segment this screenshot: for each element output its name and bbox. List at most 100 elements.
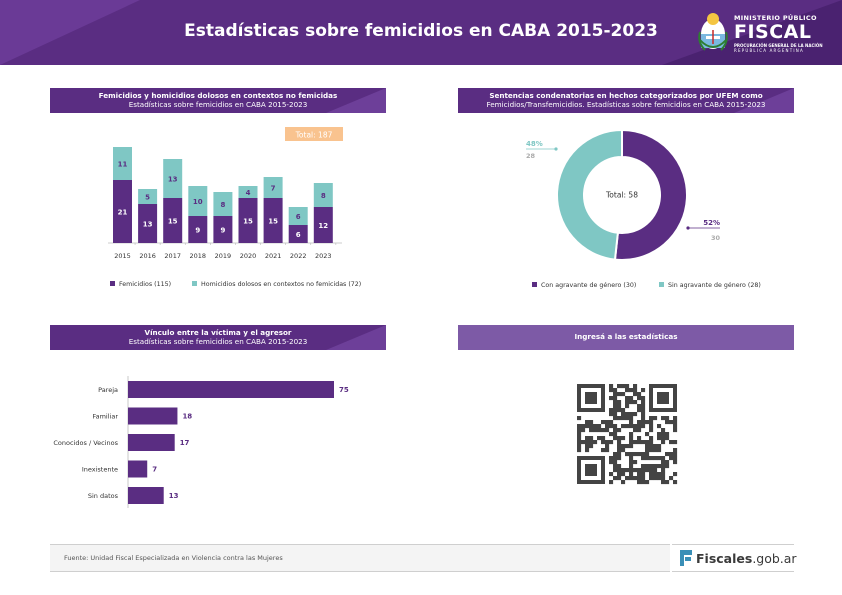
qr-module <box>617 476 622 481</box>
hbar <box>128 487 164 504</box>
donut-slice-sin-agravante <box>556 128 623 261</box>
data-label-femicidios: 15 <box>243 218 253 226</box>
qr-module <box>653 472 658 477</box>
legend-label-con: Con agravante de género (30) <box>541 281 636 289</box>
qr-module <box>613 396 618 401</box>
hbar-value-label: 17 <box>180 439 190 447</box>
bar-homicidios <box>163 159 183 198</box>
qr-module <box>581 440 586 445</box>
qr-module <box>649 420 654 425</box>
qr-module <box>657 476 662 481</box>
qr-module <box>601 436 606 441</box>
hbar-category-label: Sin datos <box>88 492 119 500</box>
bar-chart-subtitle: Estadísticas sobre femicidios en CABA 20… <box>128 99 308 109</box>
qr-module <box>653 476 658 481</box>
qr-module <box>641 440 646 445</box>
qr-module <box>673 448 678 453</box>
qr-module <box>577 424 582 429</box>
qr-module <box>641 412 646 417</box>
qr-code[interactable] <box>573 380 681 488</box>
qr-module <box>657 472 662 477</box>
qr-module <box>577 436 582 441</box>
x-tick-label: 2021 <box>265 252 282 260</box>
qr-module <box>629 432 634 437</box>
qr-module <box>621 468 626 473</box>
site-name: Fiscales <box>696 551 753 566</box>
qr-module <box>669 452 674 457</box>
qr-module <box>613 388 618 393</box>
logo-line-fiscal: FISCAL <box>734 21 812 43</box>
qr-module <box>613 436 618 441</box>
legend-swatch-sin <box>659 282 664 287</box>
data-label-homicidios: 11 <box>118 161 128 169</box>
qr-module <box>645 480 650 485</box>
qr-module <box>657 424 662 429</box>
qr-module <box>645 468 650 473</box>
qr-module <box>617 408 622 413</box>
bar-homicidios <box>263 177 283 198</box>
qr-module <box>637 472 642 477</box>
qr-section-header[interactable]: Ingresá a las estadísticas <box>458 325 794 350</box>
data-label-femicidios: 9 <box>220 227 225 235</box>
qr-module <box>585 420 590 425</box>
qr-module <box>617 452 622 457</box>
qr-module <box>673 452 678 457</box>
qr-module <box>577 428 582 433</box>
data-label-homicidios: 8 <box>220 201 225 209</box>
qr-module <box>649 440 654 445</box>
fiscales-link[interactable]: Fiscales.gob.ar <box>672 544 797 572</box>
qr-module <box>613 468 618 473</box>
header-decoration-right <box>662 0 842 65</box>
qr-module <box>629 440 634 445</box>
qr-module <box>609 472 614 477</box>
qr-module <box>645 456 650 461</box>
qr-module <box>633 412 638 417</box>
qr-module <box>621 444 626 449</box>
qr-module <box>617 404 622 409</box>
qr-module <box>597 428 602 433</box>
qr-module <box>673 416 678 421</box>
qr-module <box>657 436 662 441</box>
qr-finder-inner <box>657 392 669 404</box>
bar-homicidios <box>138 189 158 204</box>
mpf-logo[interactable]: MINISTERIO PÚBLICO FISCAL PROCURACIÓN GE… <box>697 10 837 56</box>
qr-module <box>669 476 674 481</box>
qr-module <box>645 452 650 457</box>
qr-module <box>637 396 642 401</box>
qr-module <box>657 464 662 469</box>
hbar-value-label: 7 <box>152 466 157 474</box>
qr-module <box>625 396 630 401</box>
qr-module <box>601 448 606 453</box>
qr-module <box>653 464 658 469</box>
qr-module <box>637 452 642 457</box>
qr-module <box>625 424 630 429</box>
qr-module <box>613 392 618 397</box>
qr-module <box>609 424 614 429</box>
bar-femicidios <box>163 198 183 243</box>
qr-module <box>661 480 666 485</box>
x-tick-label: 2020 <box>240 252 257 260</box>
qr-module <box>605 444 610 449</box>
qr-module <box>657 444 662 449</box>
qr-module <box>629 424 634 429</box>
qr-module <box>649 444 654 449</box>
qr-module <box>613 408 618 413</box>
stacked-bar-chart: 21 11 2015 13 5 2016 15 13 2017 9 10 2018 9 8 2019 15 4 2… <box>108 147 361 288</box>
qr-module <box>609 456 614 461</box>
hbar <box>128 381 334 398</box>
data-label-femicidios: 15 <box>168 218 178 226</box>
qr-module <box>661 456 666 461</box>
qr-module <box>637 420 642 425</box>
qr-module <box>625 444 630 449</box>
qr-module <box>661 464 666 469</box>
qr-finder-inner <box>585 392 597 404</box>
qr-module <box>577 440 582 445</box>
qr-module <box>589 428 594 433</box>
qr-module <box>673 440 678 445</box>
qr-module <box>625 468 630 473</box>
qr-module <box>625 384 630 389</box>
qr-module <box>629 412 634 417</box>
qr-module <box>649 436 654 441</box>
qr-module <box>609 440 614 445</box>
